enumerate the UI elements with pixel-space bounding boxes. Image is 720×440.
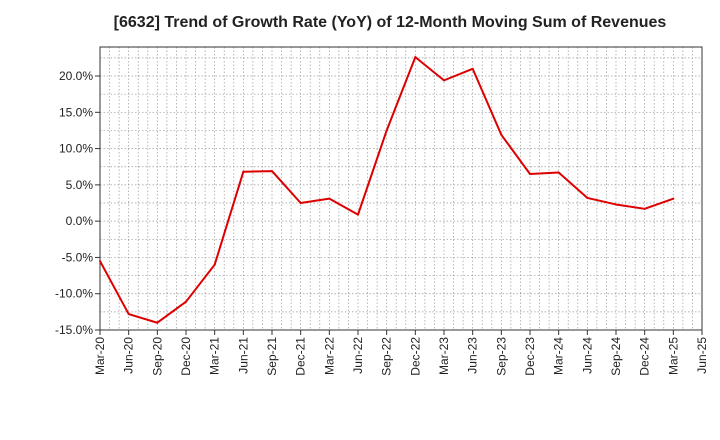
y-tick-label: -15.0% (55, 323, 93, 337)
x-tick-label: Mar-21 (208, 337, 222, 375)
x-tick-label: Dec-23 (523, 337, 537, 376)
x-tick-label: Sep-21 (265, 337, 279, 376)
x-tick-label: Dec-20 (179, 337, 193, 376)
x-tick-label: Jun-23 (466, 337, 480, 374)
x-tick-label: Jun-21 (236, 337, 250, 374)
x-tick-label: Jun-24 (580, 337, 594, 374)
y-tick-label: 15.0% (59, 105, 93, 119)
x-tick-label: Jun-20 (122, 337, 136, 374)
data-point (242, 170, 245, 173)
plot-frame (99, 46, 703, 331)
data-point (127, 313, 130, 316)
x-tick-label: Dec-22 (408, 337, 422, 376)
y-tick-label: 10.0% (59, 142, 93, 156)
x-tick-label: Dec-21 (294, 337, 308, 376)
y-tick-label: -10.0% (55, 287, 93, 301)
x-tick-label: Jun-25 (695, 337, 709, 374)
x-tick-label: Dec-24 (638, 337, 652, 376)
data-point (672, 197, 675, 200)
data-point (271, 170, 273, 173)
x-tick-label: Jun-22 (351, 337, 365, 374)
x-tick-label: Sep-24 (609, 337, 623, 376)
x-tick-label: Sep-23 (494, 337, 508, 376)
data-point (643, 207, 646, 210)
x-tick-label: Mar-20 (93, 337, 107, 375)
data-point (557, 171, 560, 174)
data-point (357, 213, 359, 216)
data-point (586, 196, 589, 199)
data-point (328, 197, 331, 200)
x-tick-label: Mar-24 (552, 337, 566, 375)
data-point (500, 133, 503, 136)
data-point (385, 129, 388, 132)
data-point (99, 260, 101, 263)
y-tick-label: 5.0% (66, 178, 94, 192)
y-tick-label: 20.0% (59, 69, 93, 83)
data-point (213, 263, 216, 266)
data-point (471, 67, 474, 70)
data-point (443, 79, 445, 82)
x-tick-label: Mar-25 (666, 337, 680, 375)
data-point (615, 203, 617, 206)
data-point (529, 172, 531, 175)
x-tick-label: Sep-22 (380, 337, 394, 376)
x-tick-label: Mar-22 (322, 337, 336, 375)
data-point (299, 202, 302, 205)
y-tick-label: -5.0% (62, 250, 94, 264)
data-point (185, 300, 187, 303)
chart-title: [6632] Trend of Growth Rate (YoY) of 12-… (113, 14, 667, 31)
data-point (414, 56, 417, 59)
y-tick-label: 0.0% (66, 214, 94, 228)
x-tick-label: Sep-20 (150, 337, 164, 376)
x-tick-label: Mar-23 (437, 337, 451, 375)
data-point (156, 321, 159, 324)
